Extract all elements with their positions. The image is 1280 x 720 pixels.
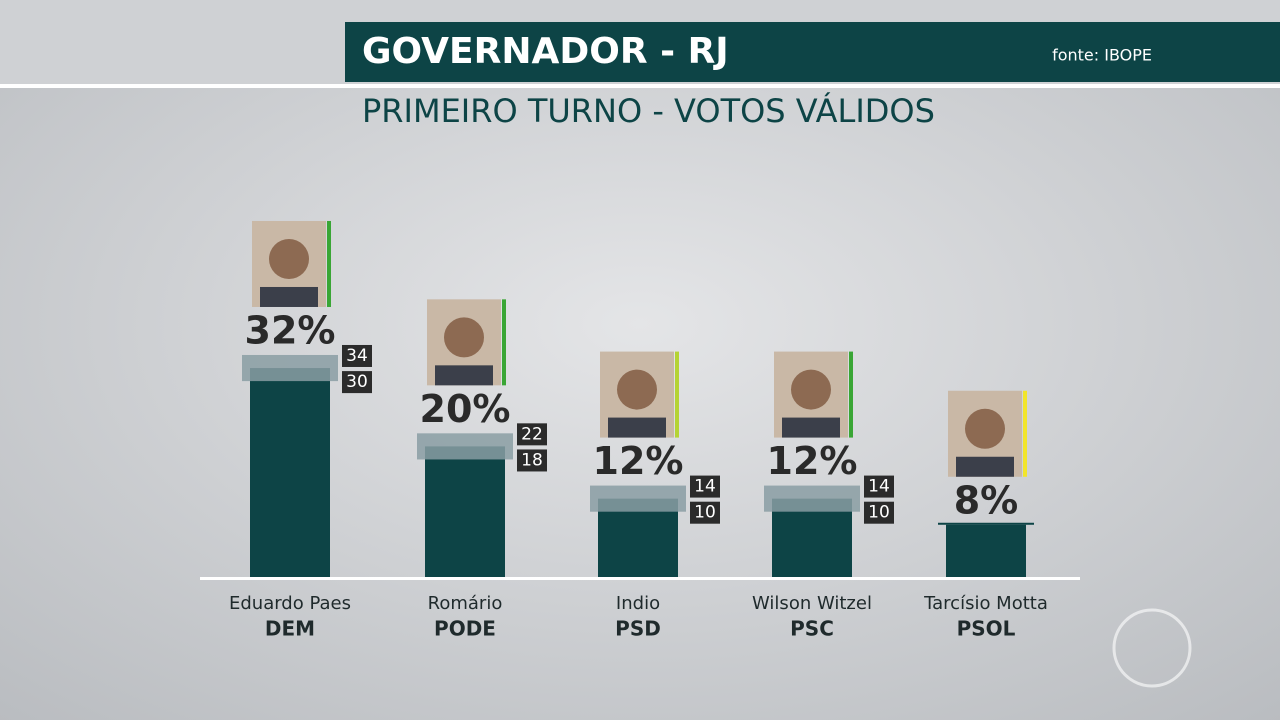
- candidate-name: Romário: [428, 593, 503, 614]
- logo: [1112, 608, 1192, 688]
- value-label: 12%: [593, 439, 684, 483]
- photo-head: [269, 238, 309, 279]
- error-band: [590, 485, 686, 512]
- photo-body: [260, 286, 318, 307]
- upper-label: 14: [868, 477, 890, 497]
- party-name: PSOL: [957, 617, 1016, 641]
- photo-marker: [502, 299, 506, 386]
- header-rule: [0, 84, 1280, 88]
- lower-label: 10: [868, 503, 890, 523]
- value-label: 32%: [245, 308, 336, 352]
- photo-body: [435, 365, 493, 386]
- chart-title: GOVERNADOR - RJ: [362, 31, 729, 72]
- photo-marker: [1023, 390, 1027, 477]
- range-box: [690, 501, 720, 524]
- photo-head: [444, 317, 484, 358]
- range-box: [517, 423, 547, 446]
- bar: [772, 498, 852, 577]
- range-box: [864, 501, 894, 524]
- chart-subtitle: PRIMEIRO TURNO - VOTOS VÁLIDOS: [362, 92, 935, 130]
- upper-label: 14: [694, 477, 716, 497]
- range-box: [342, 344, 372, 367]
- error-band: [764, 485, 860, 512]
- photo-head: [617, 369, 657, 410]
- candidate-name: Eduardo Paes: [229, 593, 351, 614]
- party-name: PODE: [434, 617, 496, 641]
- photo-head: [791, 369, 831, 410]
- range-box: [517, 449, 547, 472]
- header-band: [345, 22, 1280, 82]
- party-name: PSC: [790, 617, 834, 641]
- value-label: 20%: [420, 387, 511, 431]
- upper-label: 34: [346, 346, 368, 366]
- bar: [250, 368, 330, 577]
- range-box: [864, 475, 894, 498]
- lower-label: 30: [346, 372, 368, 392]
- candidate-name: Tarcísio Motta: [923, 593, 1048, 614]
- photo-marker: [675, 351, 679, 438]
- baseline: [200, 577, 1080, 580]
- party-name: DEM: [265, 617, 315, 641]
- photo-marker: [327, 220, 331, 307]
- bar: [425, 446, 505, 577]
- value-label: 8%: [954, 478, 1019, 522]
- photo-body: [782, 417, 840, 438]
- value-label: 12%: [767, 439, 858, 483]
- party-name: PSD: [615, 617, 661, 641]
- bar: [946, 524, 1026, 577]
- lower-label: 18: [521, 450, 543, 470]
- photo-marker: [849, 351, 853, 438]
- photo-body: [608, 417, 666, 438]
- error-band: [242, 354, 338, 382]
- source: fonte: IBOPE: [1052, 46, 1152, 65]
- photo-head: [965, 408, 1005, 449]
- bar-cap: [938, 522, 1034, 525]
- photo-body: [956, 456, 1014, 477]
- bar: [598, 498, 678, 577]
- lower-label: 10: [694, 503, 716, 523]
- upper-label: 22: [521, 424, 543, 444]
- candidate-name: Indio: [616, 593, 660, 614]
- range-box: [342, 371, 372, 394]
- range-box: [690, 475, 720, 498]
- candidate-name: Wilson Witzel: [752, 593, 872, 614]
- error-band: [417, 433, 513, 460]
